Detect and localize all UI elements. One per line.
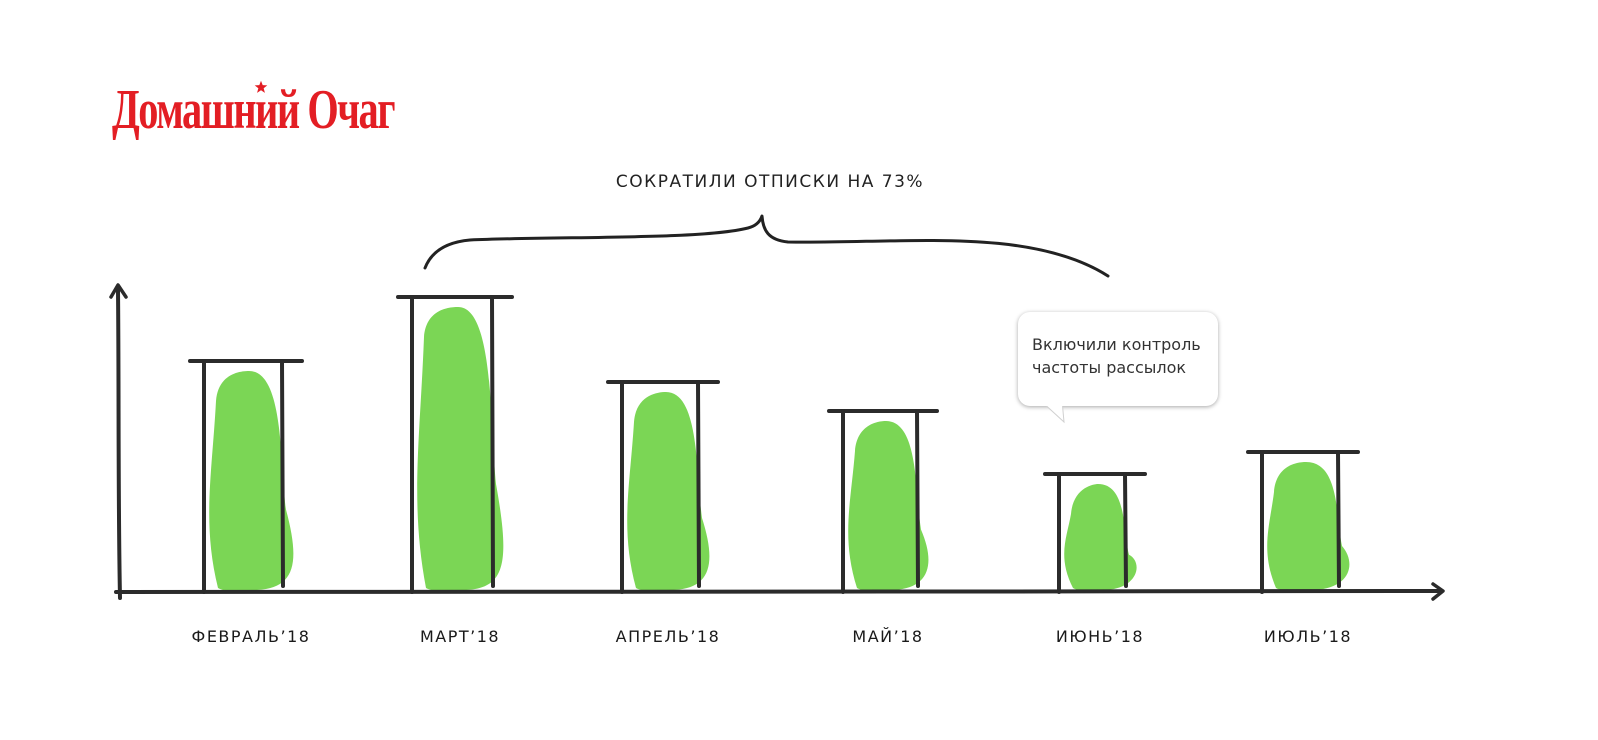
bar-fill [1064,484,1137,592]
y-axis-arrow [109,283,128,299]
bar-fill [1267,462,1350,592]
x-tick-label: МАЙ’18 [852,627,923,646]
bar-right-edge [696,380,701,588]
bar-right-edge [280,359,285,588]
x-tick-label: ИЮЛЬ’18 [1264,627,1352,646]
annotation-title: СОКРАТИЛИ ОТПИСКИ НА 73% [615,172,925,192]
bar-group: МАЙ’18 [827,409,939,646]
callout-tail-icon [1036,400,1066,424]
brand-logo: Домашний Очаг [112,79,396,141]
x-tick-label: ФЕВРАЛЬ’18 [192,627,311,646]
bar-fill [417,307,504,592]
x-tick-label: МАРТ’18 [420,627,500,646]
x-tick-label: ИЮНЬ’18 [1056,627,1144,646]
bar-fill [848,421,929,592]
x-axis [114,589,1442,594]
bars-layer: ФЕВРАЛЬ’18 МАРТ’18 АПРЕЛЬ’18 МАЙ’18 ИЮНЬ’18 И… [188,295,1360,646]
bar-right-edge [915,409,920,588]
bar-group: ИЮНЬ’18 [1043,472,1147,646]
bar-group: АПРЕЛЬ’18 [606,380,721,646]
bar-right-edge [1336,450,1341,588]
y-axis [116,288,122,600]
x-axis-arrow [1431,582,1445,601]
bar-group: МАРТ’18 [396,295,514,646]
bar-group: ИЮЛЬ’18 [1246,450,1360,646]
bar-fill [209,371,294,592]
callout-bubble: Включили контроль частоты рассылок [1018,312,1218,406]
axes-layer [109,283,1445,601]
logo-star-icon [254,80,268,93]
bar-right-edge [490,295,495,588]
x-tick-label: АПРЕЛЬ’18 [616,627,721,646]
callout-line-2: частоты рассылок [1032,358,1187,377]
callout-line-1: Включили контроль [1032,335,1201,354]
bar-group: ФЕВРАЛЬ’18 [188,359,311,646]
annotation-brace [423,214,1110,278]
bar-right-edge [1123,472,1128,588]
bar-fill [627,392,710,592]
